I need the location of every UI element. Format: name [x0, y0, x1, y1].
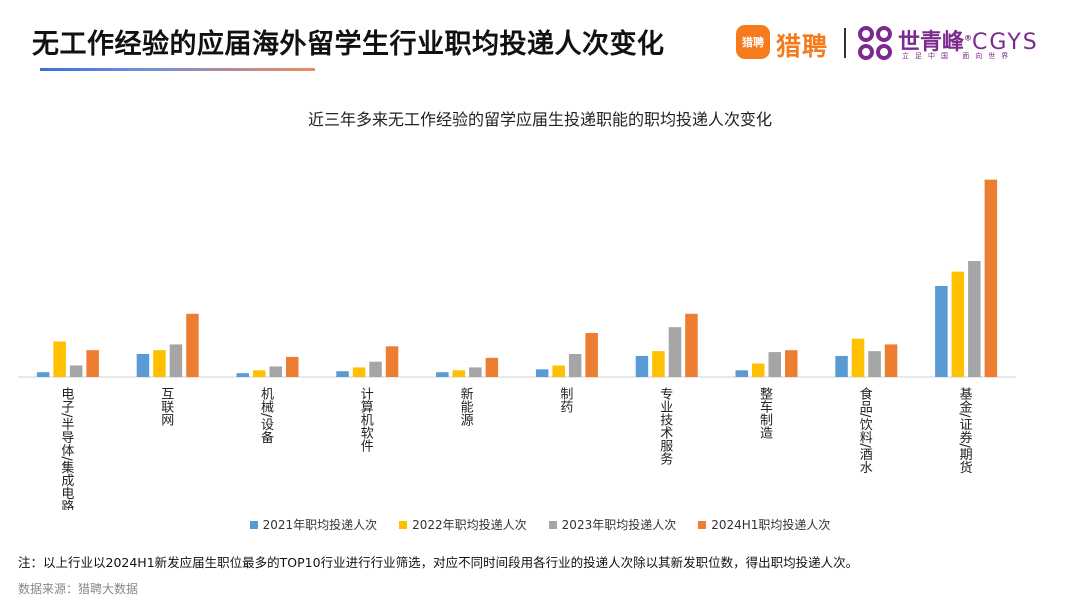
bar — [984, 179, 998, 377]
bar — [153, 350, 166, 377]
chart-legend: 2021年职均投递人次 2022年职均投递人次 2023年职均投递人次 2024… — [0, 516, 1080, 533]
bar — [369, 361, 382, 377]
category-label: 机械/设备 — [258, 387, 274, 445]
category-label: 食品/饮料/酒水 — [857, 386, 873, 474]
category-label: 电子/半导体/集成电路 — [58, 387, 74, 510]
bar — [951, 271, 965, 377]
legend-swatch-2024h1 — [698, 520, 707, 529]
cgys-logo-mark: ® — [964, 33, 973, 43]
bar-chart: 电子/半导体/集成电路 互联网 机械/设备 计算机软件 新能源 制药 专业技术服务 整车制造 食… — [18, 179, 1016, 510]
bar — [36, 372, 50, 377]
page-title: 无工作经验的应届海外留学生行业职均投递人次变化 — [32, 29, 665, 60]
logo-area: 猎聘 猎聘 世青峰®CGYS 立足中国 面向世界 — [736, 22, 1056, 62]
cgys-logo-latin: CGYS — [972, 30, 1039, 55]
category-label: 互联网 — [158, 387, 174, 426]
bar — [685, 313, 698, 377]
legend-swatch-2021 — [249, 520, 258, 529]
bar — [69, 365, 83, 377]
legend-item-2024h1: 2024H1职均投递人次 — [698, 516, 830, 533]
bar — [785, 350, 798, 377]
bar — [269, 366, 282, 377]
legend-swatch-2022 — [399, 520, 408, 529]
bar — [935, 285, 948, 377]
bar — [186, 313, 199, 377]
liepin-logo-text: 猎聘 — [776, 32, 829, 61]
bar — [752, 363, 765, 377]
logo-divider — [844, 28, 846, 58]
cgys-logo-subtitle: 立足中国 面向世界 — [902, 52, 1015, 60]
bar — [768, 352, 781, 377]
category-label: 计算机软件 — [358, 387, 374, 452]
cgys-logo-icon — [858, 26, 892, 60]
bar — [169, 344, 183, 377]
bar — [635, 355, 649, 377]
legend-label-2024h1: 2024H1职均投递人次 — [711, 518, 831, 532]
bar — [385, 346, 399, 377]
bar — [568, 354, 582, 377]
bar — [884, 344, 898, 377]
legend-swatch-2023 — [548, 520, 557, 529]
category-label: 专业技术服务 — [657, 387, 673, 465]
liepin-logo-icon: 猎聘 — [736, 25, 770, 59]
legend-item-2022: 2022年职均投递人次 — [399, 516, 527, 533]
chart-title: 近三年多来无工作经验的留学应届生投递职能的职均投递人次变化 — [307, 110, 772, 129]
category-label: 基金/证券/期货 — [957, 387, 973, 474]
category-label: 整车制造 — [757, 387, 773, 440]
bar — [485, 357, 499, 377]
bar — [86, 350, 99, 377]
category-label: 制药 — [557, 387, 573, 413]
legend-item-2021: 2021年职均投递人次 — [249, 516, 378, 533]
bar — [668, 327, 682, 377]
data-source: 数据来源：猎聘大数据 — [18, 582, 139, 596]
bar — [469, 367, 482, 377]
bar — [436, 372, 449, 377]
bar — [286, 356, 299, 377]
bar — [585, 332, 598, 377]
footnote: 注：以上行业以2024H1新发应届生职位最多的TOP10行业进行行业筛选，对应不… — [18, 555, 859, 570]
legend-label-2023: 2023年职均投递人次 — [561, 518, 677, 532]
bar — [352, 367, 366, 377]
bar — [452, 370, 466, 377]
bar — [136, 354, 150, 377]
legend-label-2022: 2022年职均投递人次 — [412, 518, 527, 532]
bar — [735, 370, 748, 377]
bar — [868, 351, 881, 377]
bar — [552, 365, 565, 377]
bar — [253, 370, 266, 377]
bar — [53, 341, 66, 377]
cgys-logo-name-cn: 世青峰 — [898, 30, 965, 55]
cgys-logo-name: 世青峰®CGYS — [898, 24, 1039, 56]
legend-item-2023: 2023年职均投递人次 — [548, 516, 677, 533]
bar — [835, 355, 848, 377]
bar — [336, 371, 349, 377]
bar — [851, 338, 865, 377]
bar — [652, 351, 665, 377]
title-underline — [40, 68, 315, 71]
bar — [236, 373, 249, 377]
legend-label-2021: 2021年职均投递人次 — [262, 518, 378, 532]
bar — [968, 261, 981, 377]
bar — [535, 369, 549, 377]
category-label: 新能源 — [458, 386, 474, 426]
